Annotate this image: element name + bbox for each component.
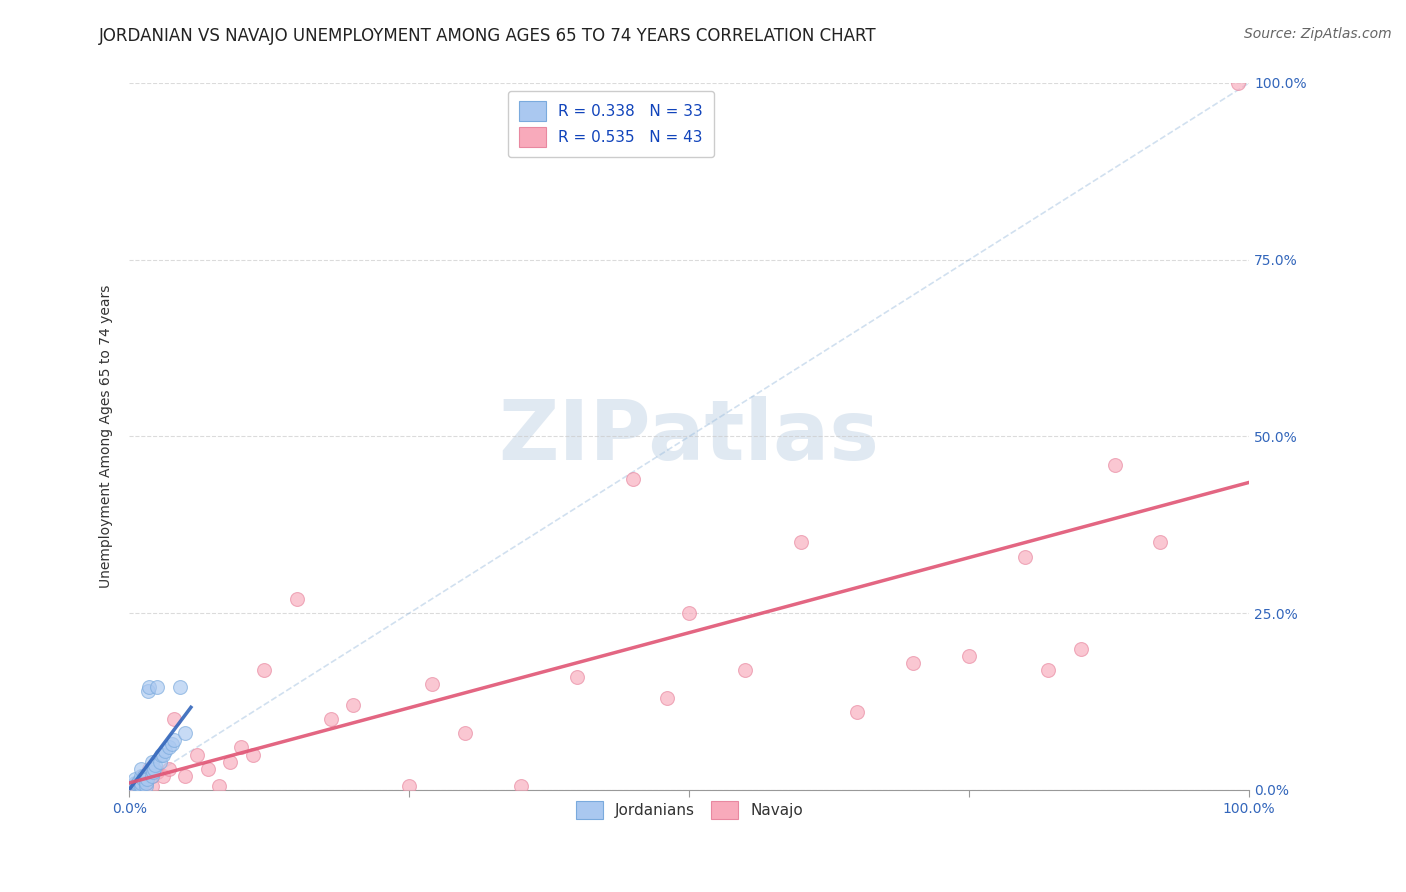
- Point: [129, 780, 152, 794]
- Point: [319, 712, 342, 726]
- Point: [285, 592, 308, 607]
- Point: [655, 691, 678, 706]
- Point: [1149, 535, 1171, 549]
- Point: [146, 681, 169, 695]
- Point: [135, 776, 157, 790]
- Point: [510, 780, 533, 794]
- Point: [157, 762, 180, 776]
- Point: [157, 740, 180, 755]
- Point: [398, 780, 420, 794]
- Point: [138, 762, 160, 776]
- Point: [135, 776, 157, 790]
- Point: [124, 780, 146, 794]
- Text: JORDANIAN VS NAVAJO UNEMPLOYMENT AMONG AGES 65 TO 74 YEARS CORRELATION CHART: JORDANIAN VS NAVAJO UNEMPLOYMENT AMONG A…: [98, 27, 876, 45]
- Point: [846, 705, 869, 719]
- Point: [127, 776, 149, 790]
- Point: [146, 765, 169, 780]
- Point: [138, 681, 160, 695]
- Text: Source: ZipAtlas.com: Source: ZipAtlas.com: [1244, 27, 1392, 41]
- Point: [141, 780, 163, 794]
- Point: [163, 712, 186, 726]
- Point: [169, 681, 191, 695]
- Point: [141, 769, 163, 783]
- Point: [186, 747, 208, 762]
- Legend: Jordanians, Navajo: Jordanians, Navajo: [569, 795, 808, 825]
- Point: [160, 737, 183, 751]
- Point: [253, 663, 276, 677]
- Point: [420, 677, 443, 691]
- Point: [454, 726, 477, 740]
- Point: [129, 780, 152, 794]
- Point: [678, 606, 700, 620]
- Point: [127, 776, 149, 790]
- Point: [124, 776, 146, 790]
- Point: [621, 472, 644, 486]
- Point: [124, 772, 146, 787]
- Point: [1070, 641, 1092, 656]
- Point: [129, 776, 152, 790]
- Point: [174, 769, 197, 783]
- Point: [136, 772, 159, 787]
- Point: [242, 747, 264, 762]
- Y-axis label: Unemployment Among Ages 65 to 74 years: Unemployment Among Ages 65 to 74 years: [100, 285, 114, 588]
- Point: [136, 772, 159, 787]
- Point: [1104, 458, 1126, 472]
- Point: [141, 769, 163, 783]
- Point: [153, 744, 176, 758]
- Point: [1226, 76, 1249, 90]
- Point: [124, 780, 146, 794]
- Point: [219, 755, 242, 769]
- Point: [135, 780, 157, 794]
- Point: [163, 733, 186, 747]
- Point: [141, 755, 163, 769]
- Point: [139, 762, 162, 776]
- Point: [1036, 663, 1059, 677]
- Point: [197, 762, 219, 776]
- Point: [152, 769, 174, 783]
- Point: [143, 762, 166, 776]
- Point: [132, 769, 155, 783]
- Point: [1014, 549, 1036, 564]
- Point: [138, 684, 160, 698]
- Point: [143, 758, 166, 772]
- Point: [142, 765, 165, 780]
- Point: [790, 535, 813, 549]
- Point: [132, 769, 155, 783]
- Point: [149, 747, 172, 762]
- Point: [129, 769, 152, 783]
- Point: [342, 698, 364, 712]
- Point: [132, 772, 155, 787]
- Point: [128, 774, 150, 789]
- Point: [129, 762, 152, 776]
- Point: [957, 648, 980, 663]
- Point: [567, 670, 589, 684]
- Text: ZIPatlas: ZIPatlas: [499, 396, 880, 477]
- Point: [734, 663, 756, 677]
- Point: [903, 656, 925, 670]
- Point: [148, 755, 170, 769]
- Point: [152, 747, 174, 762]
- Point: [208, 780, 231, 794]
- Point: [231, 740, 253, 755]
- Point: [174, 726, 197, 740]
- Point: [127, 777, 149, 791]
